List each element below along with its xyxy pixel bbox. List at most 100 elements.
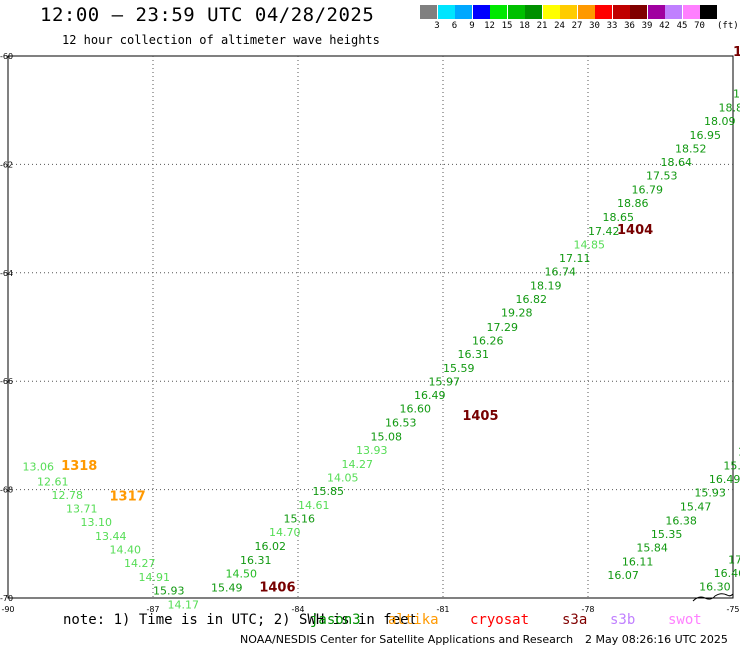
swh-value-label: 17.29 <box>487 321 519 334</box>
swh-value-label: 13.93 <box>356 444 388 457</box>
lat-tick-label: -68 <box>0 486 13 495</box>
legend-swatch <box>700 5 717 19</box>
credit-line: NOAA/NESDIS Center for Satellite Applica… <box>240 633 574 646</box>
legend-swatch <box>525 5 542 19</box>
pass-number-label: 1 <box>733 45 740 60</box>
swh-value-label: 14.61 <box>298 499 330 512</box>
swh-value-label: 18.65 <box>603 211 635 224</box>
legend-label: 42 <box>659 21 670 31</box>
swh-value-label: 18.19 <box>530 280 562 293</box>
swh-value-label: 16.53 <box>385 417 417 430</box>
swh-value-label: 14.17 <box>168 598 200 611</box>
mission-swot: swot <box>668 612 702 628</box>
lon-tick-label: -87 <box>146 605 159 614</box>
swh-value-label: 18.52 <box>675 142 707 155</box>
swh-value-label: 17.11 <box>559 252 591 265</box>
swh-value-label: 14.70 <box>269 526 301 539</box>
swh-value-label: 18.09 <box>733 88 740 101</box>
pass-number-label: 1318 <box>61 459 97 474</box>
lat-tick-label: -66 <box>0 377 13 386</box>
swh-value-label: 18.86 <box>617 197 649 210</box>
legend-label: 21 <box>536 21 548 31</box>
swh-value-label: 17.53 <box>646 170 678 183</box>
mission-altika: altika <box>388 612 439 628</box>
lat-tick-label: -70 <box>0 594 13 603</box>
legend-swatch <box>490 5 507 19</box>
swh-value-label: 16.31 <box>458 348 490 361</box>
pass-number-label: 1405 <box>462 409 498 424</box>
swh-value-label: 14.27 <box>124 557 156 570</box>
swh-value-label: 16.60 <box>400 403 432 416</box>
legend-label: 33 <box>606 21 618 31</box>
legend-swatch <box>472 5 490 19</box>
swh-value-label: 14.40 <box>110 544 142 557</box>
swh-value-label: 14.85 <box>574 238 606 251</box>
legend-swatch <box>630 5 647 19</box>
lat-tick-label: -64 <box>0 269 13 278</box>
legend-label: 27 <box>571 21 583 31</box>
swh-value-label: 15.49 <box>211 581 243 594</box>
legend-label: 70 <box>694 21 705 31</box>
swh-value-label: 16.49 <box>414 389 446 402</box>
swh-value-label: 16.49 <box>709 473 740 486</box>
swh-value-label: 12.78 <box>52 489 84 502</box>
swh-value-label: 15.16 <box>284 513 316 526</box>
legend-label: 6 <box>451 21 458 31</box>
swh-value-label: 16.02 <box>255 540 287 553</box>
swh-value-label: 16 <box>738 445 740 458</box>
swh-value-label: 16.79 <box>632 184 664 197</box>
swh-value-label: 15.93 <box>153 585 185 598</box>
coastline <box>692 593 734 602</box>
legend-label: 30 <box>589 21 600 31</box>
legend-swatch <box>560 5 577 19</box>
pass-number-label: 1406 <box>259 580 295 595</box>
swh-value-label: 15.59 <box>443 362 475 375</box>
swh-value-label: 18.84 <box>719 101 740 114</box>
legend-label: 45 <box>676 21 688 31</box>
map-subtitle: 12 hour collection of altimeter wave hei… <box>62 33 380 47</box>
swh-value-label: 15.93 <box>694 487 726 500</box>
swh-value-label: 17.0 <box>728 553 740 566</box>
legend-label: 12 <box>484 21 495 31</box>
legend-swatch <box>507 5 525 19</box>
legend-label: 3 <box>434 21 440 31</box>
legend-label: 39 <box>641 21 653 31</box>
swh-value-label: 16.26 <box>472 334 504 347</box>
lon-tick-label: -78 <box>581 605 594 614</box>
swh-value-label: 16.31 <box>240 554 272 567</box>
swh-value-label: 13.44 <box>95 530 127 543</box>
pass-number-label: 1404 <box>617 223 653 238</box>
legend-swatch <box>612 5 630 19</box>
swh-value-label: 17.42 <box>588 225 620 238</box>
mission-s3b: s3b <box>610 612 636 628</box>
swh-value-label: 16.74 <box>545 266 577 279</box>
footer-note-text: note: 1) Time is in UTC; 2) SWH is in fe… <box>63 612 418 628</box>
legend-swatch <box>577 5 595 19</box>
legend-swatch <box>437 5 455 19</box>
swh-value-label: 19.28 <box>501 307 533 320</box>
map-frame <box>7 55 734 599</box>
legend-swatch <box>647 5 665 19</box>
swh-value-label: 16.30 <box>699 580 731 593</box>
map-title: 12:00 – 23:59 UTC 04/28/2025 <box>40 4 375 26</box>
swh-value-label: 16.38 <box>665 514 697 527</box>
legend-swatch <box>420 5 437 19</box>
lat-tick-label: -60 <box>0 52 13 61</box>
swh-value-label: 15.85 <box>313 485 345 498</box>
swh-value-label: 14.27 <box>342 458 374 471</box>
legend-label: 36 <box>624 21 635 31</box>
legend-unit: (ft) <box>717 21 739 31</box>
footer-note: note: 1) Time is in UTC; 2) SWH is in fe… <box>63 612 417 628</box>
legend-label: 18 <box>519 21 530 31</box>
swh-value-label: 12.61 <box>37 475 69 488</box>
mission-s3a: s3a <box>562 612 588 628</box>
swh-value-label: 15.35 <box>651 528 683 541</box>
swh-value-label: 14.50 <box>226 567 258 580</box>
legend-swatch <box>455 5 472 19</box>
legend-swatch <box>542 5 560 19</box>
swh-value-label: 16.11 <box>622 555 654 568</box>
swh-value-label: 13.10 <box>81 516 113 529</box>
legend-label: 9 <box>469 21 475 31</box>
legend-swatch <box>595 5 612 19</box>
legend-swatch <box>682 5 700 19</box>
